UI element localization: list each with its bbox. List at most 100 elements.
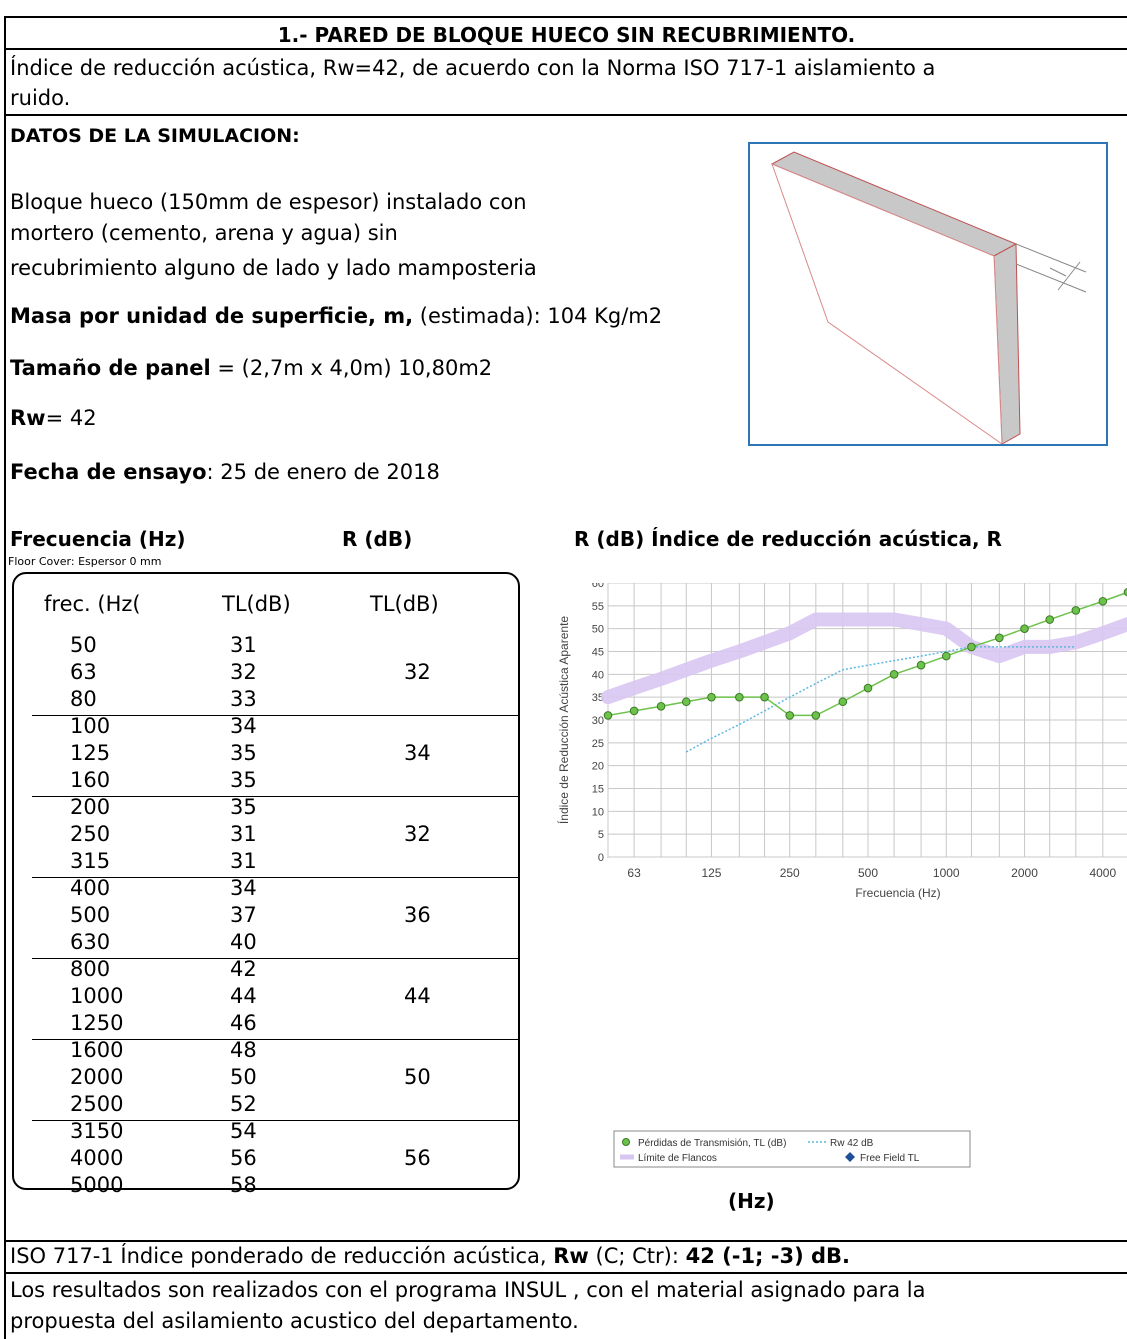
rw-line: Rw= 42 (10, 405, 97, 431)
r-header: R (dB) (342, 527, 413, 551)
table-cell-frequency: 125 (70, 741, 111, 765)
tl-point (1020, 624, 1029, 633)
table-cell-frequency: 400 (70, 876, 111, 900)
y-tick-label: 30 (592, 715, 604, 727)
table-cell-frequency: 800 (70, 957, 111, 981)
rw-label: Rw (10, 406, 46, 430)
document-sheet: 1.- PARED DE BLOQUE HUECO SIN RECUBRIMIE… (4, 16, 1127, 1339)
legend-label-tl: Pérdidas de Transmisión, TL (dB) (638, 1138, 786, 1149)
simulation-desc-1: Bloque hueco (150mm de espesor) instalad… (10, 190, 527, 214)
legend-marker-tl (622, 1138, 630, 1146)
table-cell-band-value: 34 (404, 741, 431, 765)
notes-line-1: Los resultados son realizados con el pro… (10, 1278, 926, 1302)
table-cell-tl: 54 (230, 1119, 257, 1143)
y-tick-label: 50 (592, 624, 604, 636)
table-cell-frequency: 2000 (70, 1065, 124, 1089)
notes-line-2: propuesta del asilamiento acustico del d… (10, 1309, 579, 1333)
simulation-desc-3: recubrimiento alguno de lado y lado mamp… (10, 256, 537, 280)
table-group-divider (32, 1120, 518, 1121)
y-tick-label: 0 (598, 852, 604, 864)
table-cell-tl: 42 (230, 957, 257, 981)
tl-point (603, 711, 613, 720)
table-group: 200 35 250 31 315 31 32 (32, 795, 518, 877)
legend-label-rw: Rw 42 dB (830, 1138, 874, 1149)
iso-line: ISO 717-1 Índice ponderado de reducción … (10, 1243, 850, 1269)
table-cell-tl: 46 (230, 1011, 257, 1035)
table-cell-frequency: 1250 (70, 1011, 124, 1035)
tl-point (681, 697, 691, 707)
table-group-divider (32, 1039, 518, 1040)
y-tick-label: 25 (592, 738, 604, 750)
y-tick-label: 40 (592, 669, 604, 681)
divider (6, 1240, 1127, 1242)
tl-table: frec. (Hz( TL(dB) TL(dB) 50 31 63 32 80 33 32 1… (12, 572, 520, 1197)
table-cell-frequency: 200 (70, 795, 111, 819)
table-cell-tl: 56 (230, 1146, 257, 1170)
date-value: : 25 de enero de 2018 (206, 460, 440, 484)
y-tick-label: 60 (592, 583, 604, 590)
tl-point (941, 651, 951, 661)
tl-point (735, 692, 744, 702)
table-cell-frequency: 315 (70, 849, 111, 873)
table-group-divider (32, 715, 518, 716)
simulation-desc-2: mortero (cemento, arena y agua) sin (10, 221, 398, 245)
table-cell-tl: 31 (230, 849, 257, 873)
mass-label: Masa por unidad de superficie, m, (10, 304, 414, 328)
legend-label-flank: Límite de Flancos (638, 1153, 717, 1164)
simulation-heading: DATOS DE LA SIMULACION: (10, 125, 300, 147)
y-tick-label: 10 (592, 806, 604, 818)
legend-box (613, 1130, 971, 1168)
table-group: 400 34 500 37 630 40 36 (32, 876, 518, 958)
tl-point (629, 706, 639, 716)
table-cell-tl: 33 (230, 687, 257, 711)
freq-header: Frecuencia (Hz) (10, 527, 186, 551)
mass-value: (estimada): 104 Kg/m2 (413, 304, 663, 328)
table-cell-band-value: 36 (404, 903, 431, 927)
table-cell-tl: 35 (230, 768, 257, 792)
page-title: 1.- PARED DE BLOQUE HUECO SIN RECUBRIMIE… (277, 23, 856, 47)
table-cell-tl: 31 (230, 633, 257, 657)
divider (6, 48, 1127, 50)
x-axis-title: Frecuencia (Hz) (855, 886, 940, 900)
table-cell-frequency: 160 (70, 768, 111, 792)
wall-illustration (748, 142, 1108, 446)
tl-point (811, 711, 821, 720)
tl-point (838, 697, 848, 707)
table-cell-tl: 50 (230, 1065, 257, 1089)
table-header-band: TL(dB) (370, 592, 439, 616)
table-cell-frequency: 50 (70, 633, 97, 657)
date-line: Fecha de ensayo: 25 de enero de 2018 (10, 459, 440, 485)
table-cell-tl: 52 (230, 1092, 257, 1116)
table-header-freq: frec. (Hz( (44, 592, 141, 616)
table-cell-tl: 58 (230, 1173, 257, 1197)
y-tick-label: 15 (592, 784, 604, 796)
tl-point (785, 711, 795, 720)
table-cell-frequency: 100 (70, 714, 111, 738)
tl-point (760, 692, 769, 702)
tl-point (707, 692, 716, 702)
tl-point (916, 660, 926, 670)
table-cell-tl: 32 (230, 660, 257, 684)
tl-point (863, 683, 873, 693)
mass-line: Masa por unidad de superficie, m, (estim… (10, 303, 662, 329)
intro-line-1: Índice de reducción acústica, Rw=42, de … (10, 56, 936, 80)
table-cell-frequency: 63 (70, 660, 97, 684)
panel-line: Tamaño de panel = (2,7m x 4,0m) 10,80m2 (10, 355, 492, 381)
table-cell-band-value: 32 (404, 660, 431, 684)
table-cell-tl: 35 (230, 795, 257, 819)
table-group: 3150 54 4000 56 5000 58 56 (32, 1119, 518, 1201)
tl-point (656, 702, 666, 711)
y-tick-label: 20 (592, 761, 604, 773)
table-cell-band-value: 56 (404, 1146, 431, 1170)
tl-point (967, 642, 976, 652)
tl-point (889, 670, 899, 679)
rw-value: = 42 (45, 406, 97, 430)
x-tick-label: 1000 (933, 866, 960, 880)
table-cell-frequency: 2500 (70, 1092, 124, 1116)
table-group-divider (32, 958, 518, 959)
floor-cover-note: Floor Cover: Espersor 0 mm (8, 555, 162, 568)
tl-point (1098, 596, 1108, 606)
intro-line-2: ruido. (10, 86, 71, 110)
table-cell-frequency: 250 (70, 822, 111, 846)
table-group-divider (32, 796, 518, 797)
